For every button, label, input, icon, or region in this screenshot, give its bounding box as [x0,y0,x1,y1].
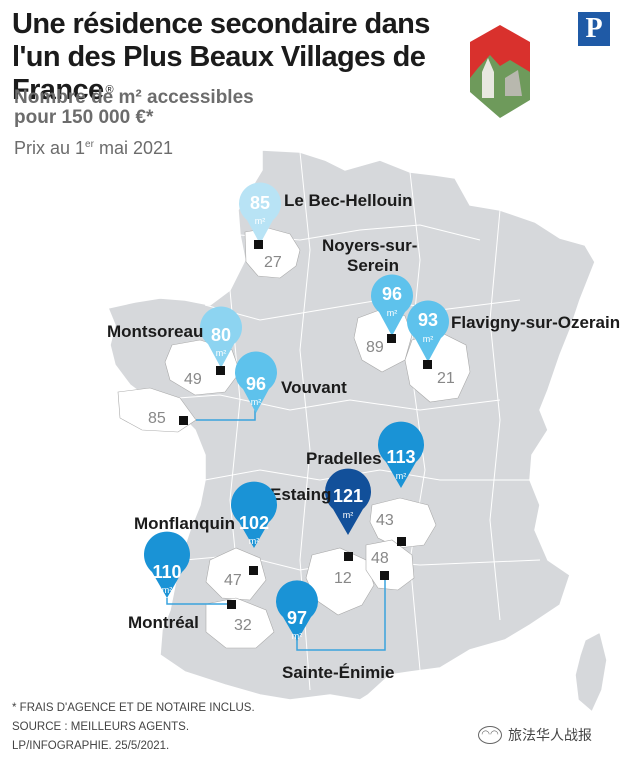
publisher-logo: P [578,12,610,46]
watermark-text: 旅法华人战报 [508,727,592,743]
map-pin-icon [371,274,414,336]
m2-value: 85 [250,193,270,213]
dept-47-shape [205,547,267,601]
department-number: 48 [371,550,389,567]
m2-value: 96 [246,374,266,394]
department-number: 47 [224,572,242,589]
m2-unit: m² [292,631,303,641]
registered-mark: ® [105,84,114,96]
m2-value: 121 [333,486,363,506]
department-number: 27 [264,254,282,271]
dept-43-shape [369,497,437,549]
village-location-marker [216,366,225,375]
map-pin-icon [407,300,449,362]
wechat-icon: ◠◠ [478,726,502,744]
m2-unit: m² [249,536,260,546]
village-pradelles[interactable]: 113 m² Pradelles 43 [306,421,425,546]
village-name: Sainte-Énimie [282,663,394,682]
village-name: Flavigny-sur-Ozerain [451,313,620,332]
dept-48-shape [365,539,415,591]
m2-value: 97 [287,608,307,628]
subtitle-line1: Nombre de m² accessibles [14,87,254,108]
m2-unit: m² [255,216,266,226]
village-location-marker [254,240,263,249]
m2-value: 110 [152,562,181,582]
date-suffix: mai 2021 [93,138,174,158]
footer-notes: * FRAIS D'AGENCE ET DE NOTAIRE INCLUS. S… [12,699,255,756]
m2-unit: m² [251,397,262,407]
village-name: Pradelles [306,449,382,468]
date-line: Prix au 1er mai 2021 [14,138,173,159]
village-name: Monflanquin [134,514,235,533]
subtitle: Nombre de m² accessibles pour 150 000 €* [14,88,254,128]
map-pin-icon [231,481,277,548]
village-name: Noyers-sur- [322,236,417,255]
village-location-marker [227,600,236,609]
map-pin-icon [234,351,277,413]
village-estaing[interactable]: 121 m² Estaing 12 [270,468,371,587]
village-name: Montsoreau [107,322,203,341]
village-le-bec-hellouin[interactable]: 85 m² Le Bec-Hellouin 27 [239,182,412,271]
village-montreal[interactable]: 110 m² Montréal 32 [128,531,252,634]
m2-unit: m² [216,348,227,358]
village-location-marker [397,537,406,546]
village-noyers-sur-serein[interactable]: 96 m² Noyers-sur- Serein 89 [322,236,417,356]
village-name: Le Bec-Hellouin [284,191,412,210]
village-location-marker [380,571,389,580]
village-location-marker [423,360,432,369]
map-pin-icon [144,531,191,598]
village-location-marker [387,334,396,343]
village-vouvant[interactable]: 96 m² Vouvant 85 [148,351,347,427]
department-number: 49 [184,371,202,388]
m2-unit: m² [162,585,173,595]
village-flavigny-sur-ozerain[interactable]: 93 m² Flavigny-sur-Ozerain 21 [407,300,620,387]
map-pin-icon [276,580,319,641]
department-number: 32 [234,617,252,634]
m2-unit: m² [396,471,407,481]
map-pin-icon [378,421,425,488]
page-title: Une résidence secondaire dans l'un des P… [12,8,442,107]
footnote: * FRAIS D'AGENCE ET DE NOTAIRE INCLUS. [12,702,255,714]
map-pin-icon [325,468,371,535]
credit-line: LP/INFOGRAPHIE. 25/5/2021. [12,740,170,752]
date-sup: er [85,139,94,150]
source-line: SOURCE : MEILLEURS AGENTS. [12,721,190,733]
department-number: 89 [366,339,384,356]
department-number: 85 [148,410,166,427]
village-name-line2: Serein [347,256,399,275]
village-name: Vouvant [281,378,347,397]
title-text: Une résidence secondaire dans l'un des P… [12,8,430,106]
m2-unit: m² [423,334,434,344]
m2-value: 96 [382,284,402,304]
village-sainte-enimie[interactable]: 97 m² Sainte-Énimie 48 [276,550,394,682]
dept-32-shape [205,597,275,649]
village-location-marker [344,552,353,561]
department-number: 21 [437,370,455,387]
dept-85-shape [117,387,197,433]
village-location-marker [249,566,258,575]
department-number: 12 [334,570,352,587]
corsica-outline [574,630,608,714]
village-name: Montréal [128,613,199,632]
department-number: 43 [376,512,394,529]
m2-value: 93 [418,310,438,330]
village-name: Estaing [270,485,331,504]
map-pin-icon [200,306,242,368]
village-location-marker [179,416,188,425]
watermark: ◠◠ 旅法华人战报 [478,725,592,745]
village-monflanquin[interactable]: 102 m² Monflanquin 47 [134,481,277,589]
m2-value: 80 [211,325,231,345]
subtitle-line2: pour 150 000 €* [14,107,154,128]
map-pin-icon [239,182,281,244]
m2-unit: m² [387,308,398,318]
leader-lines [166,410,386,651]
m2-unit: m² [343,510,354,520]
date-prefix: Prix au 1 [14,138,86,158]
village-montsoreau[interactable]: 80 m² Montsoreau 49 [107,306,242,388]
m2-value: 113 [386,447,415,467]
m2-value: 102 [239,513,269,533]
